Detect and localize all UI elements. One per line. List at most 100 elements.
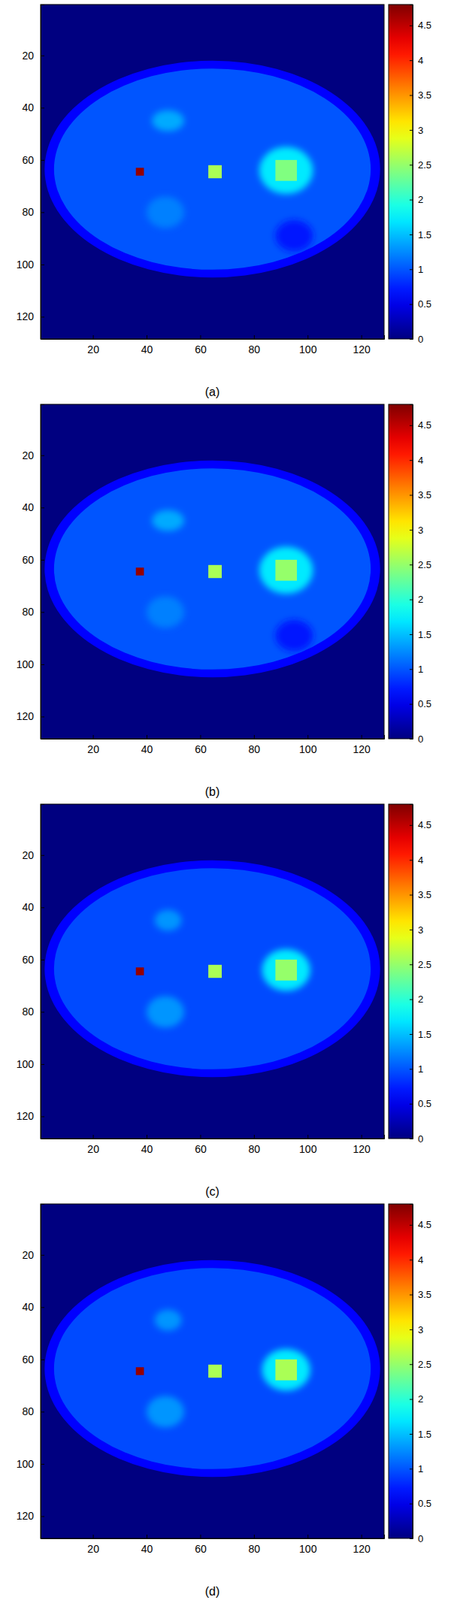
- tick: 80: [248, 335, 261, 356]
- tick-label: 2: [417, 193, 424, 206]
- tick-mark: [409, 599, 413, 601]
- region: [151, 110, 185, 132]
- tick-mark: [40, 107, 45, 109]
- tick-label: 120: [16, 1510, 35, 1523]
- tick: 120: [352, 1534, 371, 1556]
- background-cell: [40, 4, 385, 340]
- tick: 1: [409, 1463, 424, 1475]
- tick: 0: [409, 1133, 424, 1145]
- tick-label: 60: [21, 953, 34, 966]
- colorbar-gradient: [388, 1204, 413, 1539]
- tick-mark: [409, 95, 413, 97]
- tick-label: 3: [417, 1324, 424, 1336]
- tick: 20: [21, 49, 45, 62]
- tick-label: 80: [248, 343, 261, 356]
- tick: 100: [16, 658, 45, 671]
- tick-mark: [146, 735, 148, 739]
- region: [146, 196, 185, 229]
- tick: 60: [194, 335, 207, 356]
- tick-mark: [40, 716, 45, 718]
- tick: 4: [409, 1254, 424, 1266]
- region: [208, 165, 222, 179]
- tick: 1.5: [409, 1428, 432, 1441]
- tick-label: 40: [21, 901, 34, 914]
- tick-label: 120: [352, 343, 371, 356]
- y-axis: 20406080100120: [16, 1204, 45, 1540]
- tick-label: 80: [248, 743, 261, 756]
- panel-label: (c): [205, 1185, 220, 1199]
- tick: 1.5: [409, 1029, 432, 1041]
- tick-label: 20: [21, 1249, 34, 1262]
- background-cell: [40, 404, 385, 739]
- region: [54, 468, 371, 670]
- tick-mark: [40, 907, 45, 909]
- tick-label: 60: [21, 553, 34, 567]
- tick: 4.5: [409, 819, 432, 831]
- tick-label: 0.5: [417, 1098, 432, 1110]
- tick: 4.5: [409, 1219, 432, 1231]
- frame: [40, 4, 385, 340]
- tick: 3.5: [409, 889, 432, 901]
- region: [136, 967, 145, 975]
- tick: 40: [21, 501, 45, 514]
- tick-mark: [409, 130, 413, 131]
- tick-mark: [409, 1034, 413, 1036]
- tick-label: 20: [87, 1143, 100, 1156]
- tick-mark: [40, 1255, 45, 1257]
- tick-mark: [307, 1135, 309, 1139]
- frame: [40, 804, 385, 1139]
- region: [146, 596, 185, 629]
- plot-area: [40, 4, 385, 340]
- tick: 40: [21, 101, 45, 114]
- tick-mark: [409, 1259, 413, 1261]
- region: [146, 1396, 185, 1429]
- colorbar-gradient: [388, 804, 413, 1139]
- tick-label: 3.5: [417, 1289, 432, 1301]
- region: [44, 1260, 380, 1478]
- axis-line: [409, 805, 414, 1140]
- tick-label: 100: [16, 1058, 35, 1071]
- tick-label: 80: [21, 1005, 34, 1018]
- tick-mark: [409, 704, 413, 706]
- tick-mark: [40, 264, 45, 266]
- tick-mark: [254, 1534, 255, 1539]
- tick: 100: [16, 258, 45, 271]
- tick: 0.5: [409, 298, 432, 310]
- tick-mark: [40, 959, 45, 961]
- tick: 120: [16, 310, 45, 323]
- tick: 120: [16, 1510, 45, 1523]
- tick-mark: [409, 1434, 413, 1435]
- tick-mark: [409, 495, 413, 497]
- axis-line: [41, 1204, 46, 1540]
- tick: 80: [21, 1005, 45, 1018]
- x-axis: 20406080100120: [41, 1534, 385, 1556]
- tick: 80: [21, 605, 45, 618]
- colorbar: 00.511.522.533.544.5: [388, 404, 432, 745]
- tick: 120: [352, 335, 371, 356]
- tick-label: 60: [194, 1143, 207, 1156]
- region: [208, 1365, 222, 1378]
- tick: 3.5: [409, 89, 432, 101]
- axis-line: [41, 5, 46, 340]
- tick: 40: [21, 901, 45, 914]
- tick-mark: [409, 339, 413, 340]
- tick-mark: [146, 1534, 148, 1539]
- colorbar: 00.511.522.533.544.5: [388, 804, 432, 1145]
- tick: 100: [299, 1534, 318, 1556]
- tick: 60: [21, 154, 45, 167]
- tick-label: 0.5: [417, 698, 432, 710]
- tick-mark: [40, 160, 45, 161]
- tick-label: 80: [21, 1405, 34, 1418]
- tick-label: 100: [299, 1143, 318, 1156]
- region: [136, 567, 145, 576]
- tick-label: 80: [21, 205, 34, 218]
- tick-mark: [409, 929, 413, 931]
- tick-mark: [409, 1068, 413, 1070]
- tick: 20: [21, 1249, 45, 1262]
- tick-label: 120: [16, 1110, 35, 1123]
- tick: 80: [21, 205, 45, 218]
- tick-mark: [409, 1104, 413, 1105]
- tick-mark: [409, 164, 413, 166]
- region: [44, 460, 380, 679]
- tick-mark: [409, 668, 413, 670]
